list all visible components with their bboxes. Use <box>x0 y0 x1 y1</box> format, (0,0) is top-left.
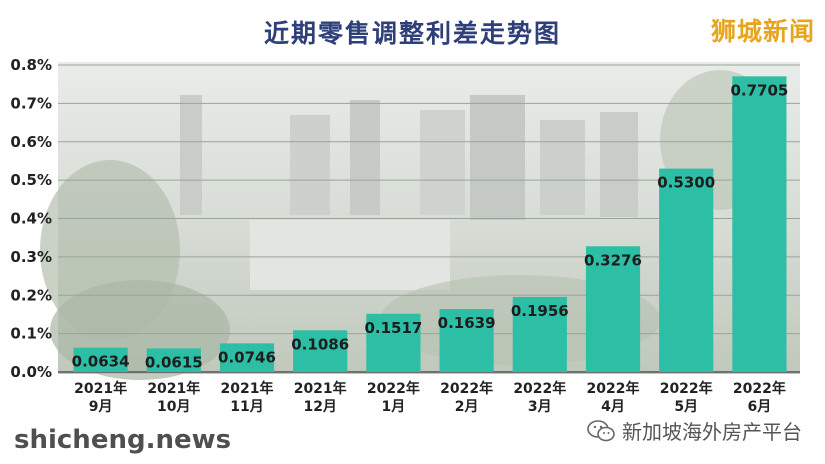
x-tick-label-year: 2022年 <box>587 380 640 397</box>
bar <box>585 246 641 372</box>
x-tick-label-month: 11月 <box>230 399 263 415</box>
wechat-icon <box>587 419 615 441</box>
watermark-wechat: 新加坡海外房产平台 <box>586 416 802 445</box>
x-tick-label-month: 5月 <box>674 399 698 415</box>
x-tick-label-month: 2月 <box>455 399 479 415</box>
x-tick-label-month: 12月 <box>303 399 336 415</box>
bar <box>659 168 714 372</box>
brand-logo-text: 狮城新闻 <box>710 17 815 46</box>
y-tick-label: 0.4% <box>10 210 52 228</box>
data-label: 0.7705 <box>730 81 788 99</box>
x-tick-label-month: 10月 <box>157 399 190 415</box>
x-tick-label-year: 2021年 <box>221 380 274 397</box>
data-label: 0.1517 <box>364 319 422 337</box>
x-tick-label-year: 2022年 <box>440 380 493 397</box>
x-tick-label-year: 2021年 <box>147 380 200 397</box>
y-tick-label: 0.0% <box>10 363 52 381</box>
watermark-wechat-text: 新加坡海外房产平台 <box>622 420 802 444</box>
chart-title: 近期零售调整利差走势图 <box>263 19 561 48</box>
x-tick-label-year: 2022年 <box>733 380 786 397</box>
y-tick-label: 0.3% <box>10 248 52 266</box>
data-label: 0.0746 <box>218 348 276 366</box>
x-tick-label-year: 2022年 <box>513 380 566 397</box>
x-tick-label-month: 1月 <box>382 399 406 415</box>
x-tick-label-year: 2022年 <box>660 380 713 397</box>
x-tick-label-year: 2021年 <box>294 380 347 397</box>
bar <box>366 313 421 372</box>
x-tick-label-month: 6月 <box>748 399 772 415</box>
data-label: 0.0615 <box>145 353 203 371</box>
bar <box>146 348 201 372</box>
bar <box>73 347 128 372</box>
bar <box>732 76 787 373</box>
bar <box>512 296 567 372</box>
x-axis-ticks: 2021年 9月 2021年 10月 2021年 11月 2021年 12月 2022年 1月 20… <box>74 380 786 415</box>
data-label: 0.3276 <box>584 251 642 269</box>
x-tick-label-month: 4月 <box>601 399 625 415</box>
data-label: 0.5300 <box>657 174 715 192</box>
watermark-site: shicheng.news <box>14 425 232 455</box>
bars: 0.0634 0.0615 0.0746 0.1086 0.1517 0.1639 0.19… <box>72 76 788 373</box>
y-tick-label: 0.6% <box>10 133 52 151</box>
y-tick-label: 0.8% <box>10 56 52 74</box>
y-tick-label: 0.1% <box>10 325 52 343</box>
y-axis-ticks: 0.0% 0.1% 0.2% 0.3% 0.4% 0.5% 0.6% 0.7% 0.8% <box>10 56 52 381</box>
x-tick-label-month: 3月 <box>528 399 552 415</box>
data-label: 0.0634 <box>72 353 130 371</box>
y-tick-label: 0.7% <box>10 94 52 112</box>
bar <box>293 330 348 372</box>
x-tick-label-month: 9月 <box>89 399 113 415</box>
y-tick-label: 0.5% <box>10 171 52 189</box>
bar <box>219 343 275 372</box>
data-label: 0.1086 <box>291 335 349 353</box>
x-tick-label-year: 2022年 <box>367 380 420 397</box>
bar <box>439 309 494 372</box>
y-tick-label: 0.2% <box>10 286 52 304</box>
data-label: 0.1956 <box>511 302 569 320</box>
x-tick-label-year: 2021年 <box>74 380 127 397</box>
data-label: 0.1639 <box>438 314 496 332</box>
